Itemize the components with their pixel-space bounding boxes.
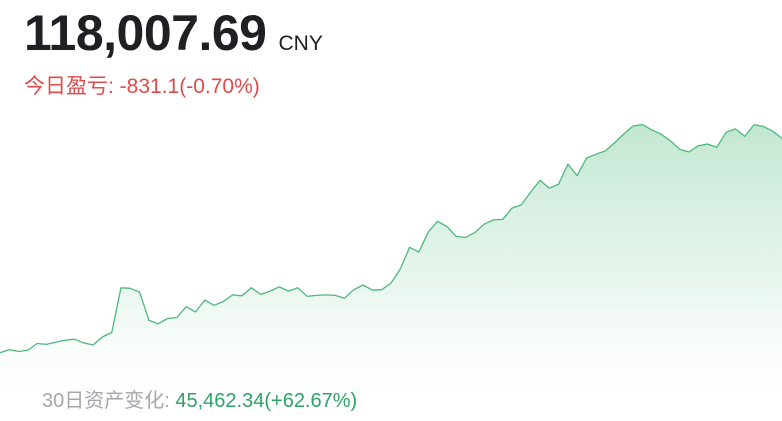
chart-area-fill xyxy=(0,125,782,421)
total-balance: 118,007.69 xyxy=(24,4,267,62)
today-pnl-label: 今日盈亏 xyxy=(24,75,108,98)
today-pnl-separator: : xyxy=(108,75,120,98)
asset-area-chart xyxy=(0,110,782,421)
period-change-separator: : xyxy=(164,390,175,412)
today-pnl: 今日盈亏: -831.1(-0.70%) xyxy=(24,70,260,100)
balance-row: 118,007.69 CNY xyxy=(24,4,323,62)
currency-unit: CNY xyxy=(279,32,323,56)
period-change-label: 30日资产变化 xyxy=(42,390,164,412)
period-change: 30日资产变化: 45,462.34(+62.67%) xyxy=(42,384,357,413)
today-pnl-value: -831.1(-0.70%) xyxy=(120,75,260,98)
period-change-value: 45,462.34(+62.67%) xyxy=(175,390,357,412)
